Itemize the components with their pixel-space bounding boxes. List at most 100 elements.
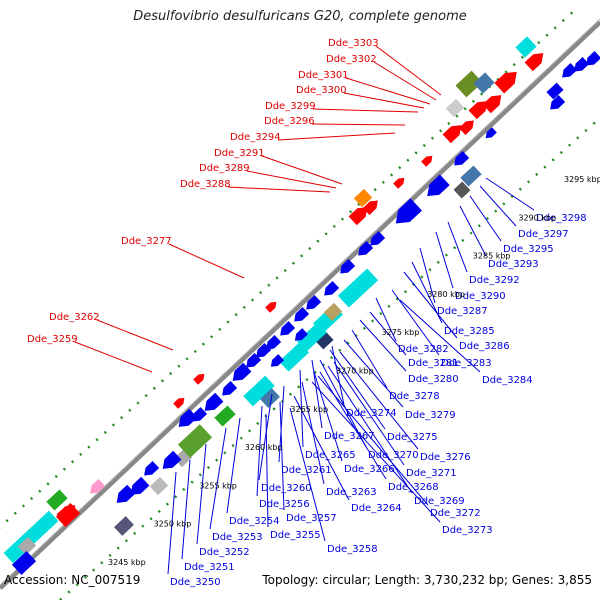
reverse-gene-label-28: Dde_3269 [414,496,465,507]
reverse-gene-label-4: Dde_3292 [469,275,520,286]
gene-arrow-20 [427,174,450,197]
leader-line-fwd-4 [312,108,419,113]
kbp-label-5: 3270 kbp [336,367,374,376]
reverse-gene-label-20: Dde_3270 [368,450,419,461]
gene-arrow-16 [340,259,356,274]
leader-line-rev-0 [485,177,535,211]
leader-line-rev-38 [196,443,207,545]
reverse-gene-label-40: Dde_3250 [170,577,221,588]
outer-tick-rail [0,9,576,529]
leader-line-rev-5 [435,231,454,289]
leader-line-rev-10 [391,289,440,356]
reverse-gene-label-7: Dde_3285 [444,326,495,337]
reverse-gene-label-5: Dde_3290 [455,291,506,302]
leader-line-fwd-8 [246,170,337,189]
gene-arrow-0 [116,484,136,503]
reverse-gene-label-33: Dde_3272 [430,508,481,519]
kbp-label-6: 3275 kbp [382,328,420,337]
gene-arrow-23 [550,95,566,110]
gene-arrow-40 [265,301,277,313]
leader-line-rev-14 [351,329,388,389]
gene-block-12 [278,342,310,372]
gene-arrow-28 [270,354,284,367]
forward-gene-label-2: Dde_3301 [298,70,349,81]
gene-arrow-43 [90,479,106,494]
gene-block-5 [114,516,134,536]
gene-arrow-21 [454,151,470,166]
forward-gene-label-6: Dde_3294 [230,132,281,143]
kbp-label-0: 3245 kbp [108,558,146,567]
reverse-gene-label-22: Dde_3266 [344,464,395,475]
gene-layer [3,36,600,575]
reverse-gene-label-21: Dde_3276 [420,452,471,463]
gene-arrow-39 [193,373,205,385]
gene-arrow-31 [442,125,462,144]
reverse-gene-label-0: Dde_3298 [536,213,587,224]
reverse-gene-label-15: Dde_3274 [346,408,397,419]
gene-arrow-25 [574,57,590,72]
leader-line-rev-23 [333,361,405,466]
gene-arrow-15 [324,281,340,296]
reverse-gene-label-38: Dde_3252 [199,547,250,558]
gene-arrow-34 [482,95,502,114]
leader-line-rev-4 [447,221,468,273]
reverse-gene-label-16: Dde_3279 [405,410,456,421]
gene-arrow-7 [222,381,238,396]
gene-block-11 [260,388,280,408]
kbp-label-7: 3280 kbp [427,290,465,299]
gene-block-17 [316,332,334,350]
reverse-gene-label-14: Dde_3278 [389,391,440,402]
leader-line-rev-22 [313,371,343,462]
forward-gene-label-9: Dde_3288 [180,179,231,190]
gene-arrow-12 [280,321,296,336]
gene-arrow-19 [395,198,422,224]
leader-line-rev-11 [369,311,407,356]
reverse-gene-label-18: Dde_3275 [387,432,438,443]
gene-arrow-37 [56,505,76,524]
leader-line-rev-2 [469,195,502,242]
map-title: Desulfovibrio desulfuricans G20, complet… [133,9,467,24]
reverse-gene-label-2: Dde_3295 [503,244,554,255]
leader-line-rev-32 [279,401,285,511]
forward-gene-label-4: Dde_3299 [265,101,316,112]
gene-block-9 [214,405,236,427]
leader-line-rev-40 [167,471,177,575]
reverse-gene-label-36: Dde_3273 [442,525,493,536]
reverse-gene-label-10: Dde_3283 [441,358,492,369]
forward-gene-label-0: Dde_3303 [328,38,379,49]
forward-gene-label-1: Dde_3302 [326,54,377,65]
reverse-gene-label-13: Dde_3280 [408,374,459,385]
gene-arrow-3 [162,450,182,469]
leader-line-rev-8 [403,271,458,339]
leader-line-rev-39 [181,459,191,560]
leader-line-rev-37 [289,407,326,542]
reverse-gene-label-19: Dde_3265 [305,450,356,461]
gene-block-23 [473,72,495,94]
leader-line-fwd-6 [277,132,396,141]
gene-block-0 [3,510,59,564]
leader-line-rev-36 [311,381,441,523]
gene-block-15 [323,302,343,322]
gene-block-22 [455,70,483,98]
gene-block-18 [353,188,373,208]
leader-line-rev-28 [327,365,413,494]
leader-line-fwd-1 [373,61,437,101]
kbp-label-3: 3260 kbp [245,443,283,452]
gene-arrow-5 [192,407,208,422]
leader-line-rev-17 [311,359,323,429]
gene-arrow-36 [524,53,544,72]
reverse-gene-label-17: Dde_3267 [324,431,375,442]
leader-line-rev-24 [278,385,285,463]
gene-arrow-26 [586,51,600,66]
forward-gene-label-5: Dde_3296 [264,116,315,127]
forward-gene-label-8: Dde_3289 [199,163,250,174]
gene-arrow-14 [306,295,322,310]
kbp-label-9: 3290 kbp [518,213,556,222]
leader-line-rev-25 [301,381,325,485]
reverse-gene-label-32: Dde_3257 [286,513,337,524]
reverse-gene-label-8: Dde_3286 [459,341,510,352]
reverse-gene-label-27: Dde_3260 [261,483,312,494]
reverse-gene-label-3: Dde_3293 [488,259,539,270]
gene-block-2 [46,489,68,511]
